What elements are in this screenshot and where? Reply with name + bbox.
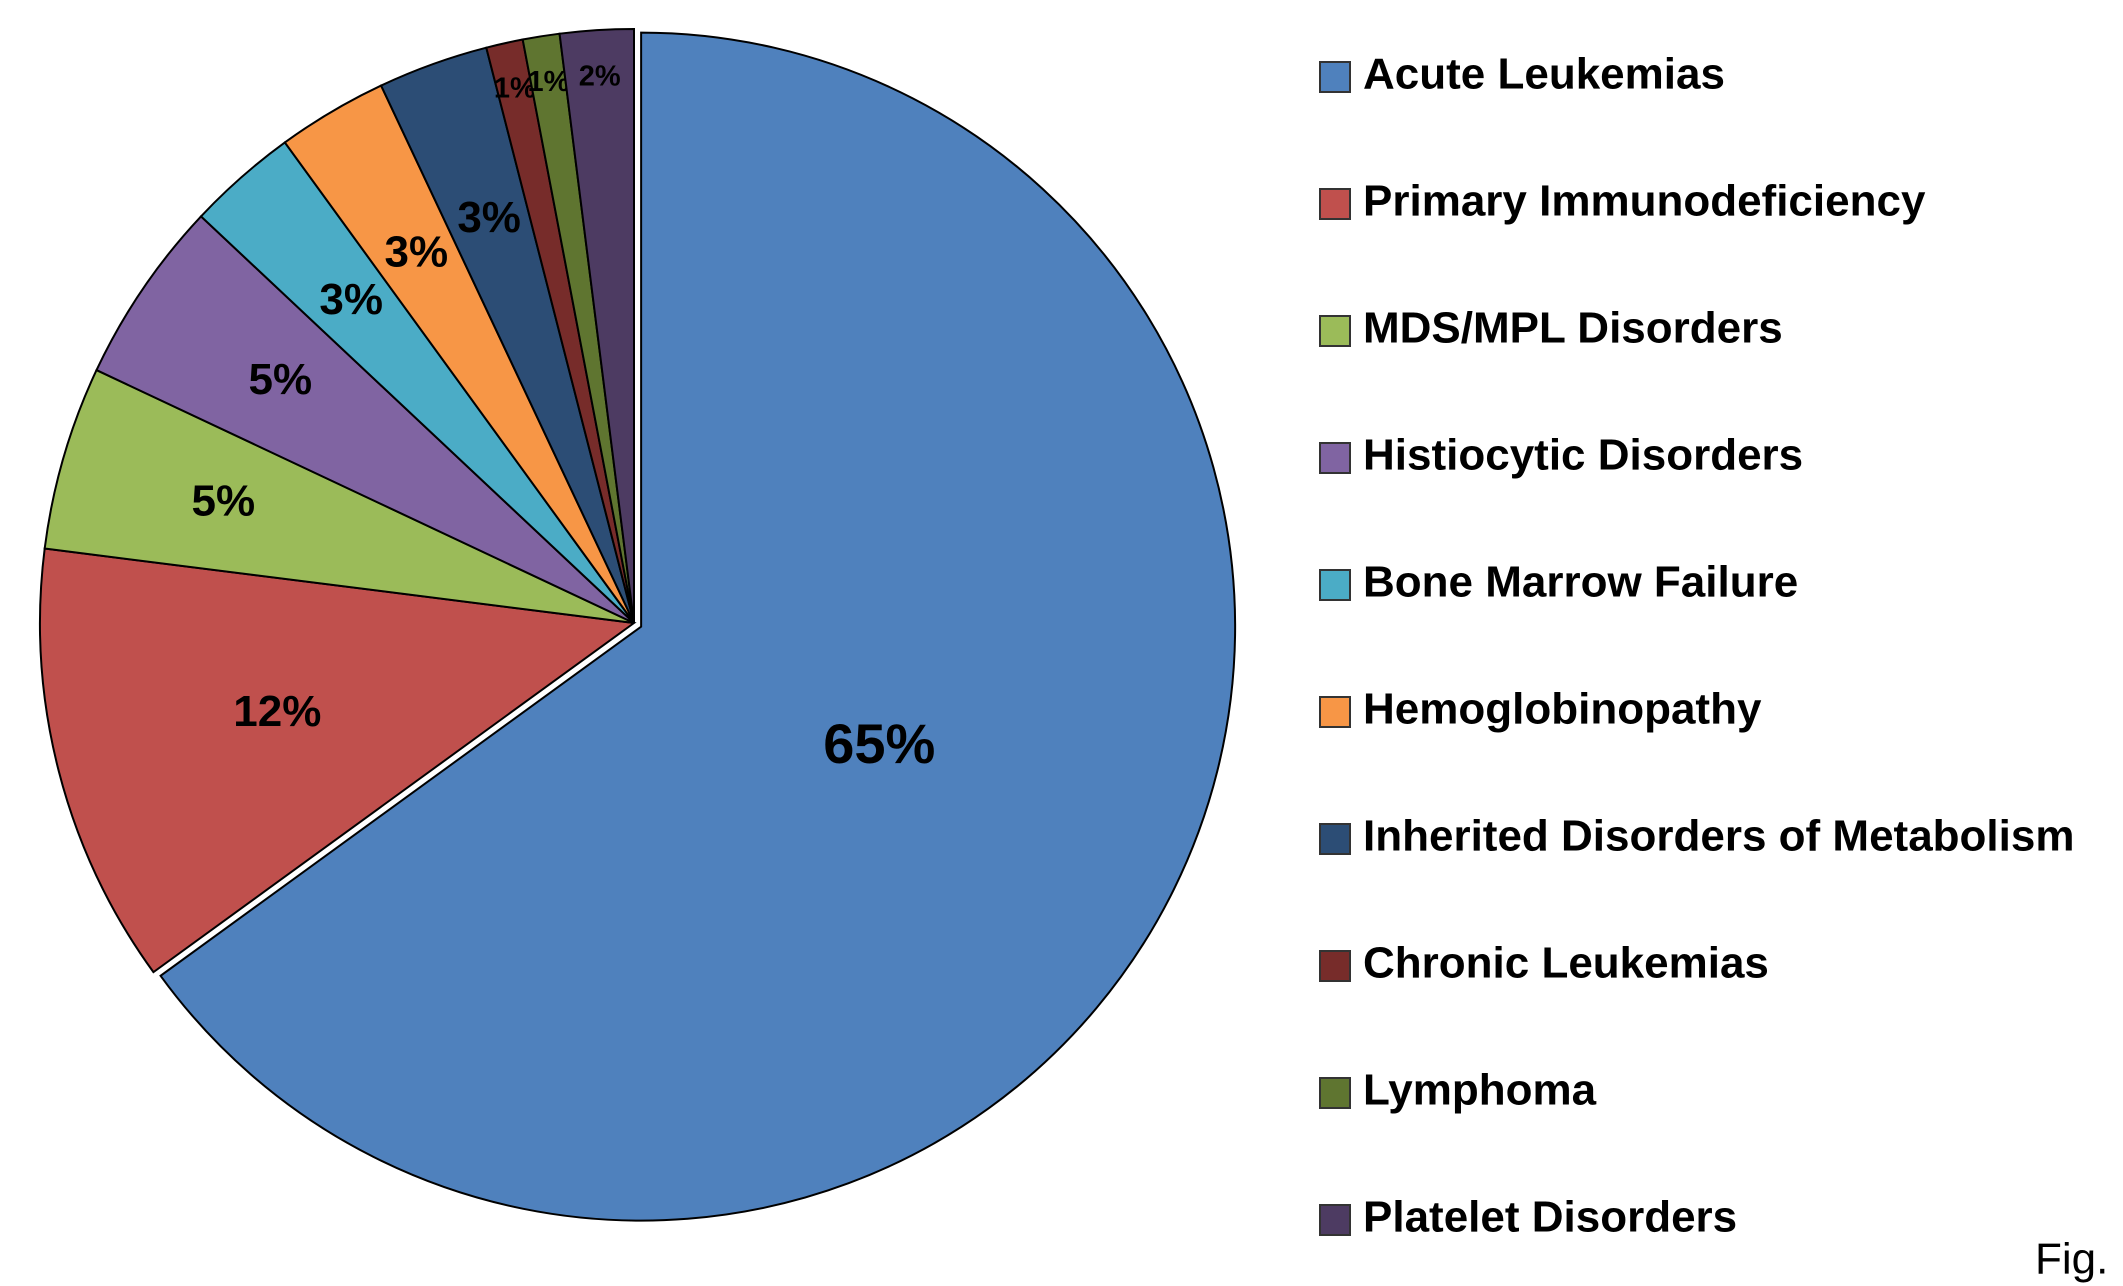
- data-label: 65%: [823, 712, 935, 775]
- pie-slice: [39, 547, 637, 974]
- legend-label: Lymphoma: [1363, 1066, 1597, 1115]
- data-label: 3%: [319, 275, 383, 324]
- annotation: Fig.: [2035, 1235, 2108, 1284]
- legend-label: Bone Marrow Failure: [1363, 558, 1798, 607]
- data-label: 12%: [233, 687, 321, 736]
- legend-label: Inherited Disorders of Metabolism: [1363, 812, 2074, 861]
- legend-swatch: [1319, 823, 1351, 855]
- data-label: 5%: [192, 476, 256, 525]
- legend-swatch: [1319, 1077, 1351, 1109]
- legend-label: Hemoglobinopathy: [1363, 685, 1762, 734]
- data-label: 1%: [494, 72, 536, 104]
- pie-slice: [43, 368, 635, 624]
- data-label: 3%: [384, 228, 448, 277]
- legend-label: MDS/MPL Disorders: [1363, 304, 1783, 353]
- legend-swatch: [1319, 442, 1351, 474]
- legend-swatch: [1319, 315, 1351, 347]
- pie-slice: [159, 31, 1237, 1222]
- data-label: 1%: [528, 66, 570, 98]
- legend-label: Platelet Disorders: [1363, 1193, 1737, 1242]
- legend-swatch: [1319, 950, 1351, 982]
- legend-label: Primary Immunodeficiency: [1363, 177, 1926, 226]
- legend-swatch: [1319, 188, 1351, 220]
- data-label: 3%: [457, 193, 521, 242]
- data-label: 5%: [248, 355, 312, 404]
- legend-label: Histiocytic Disorders: [1363, 431, 1803, 480]
- pie-slice: [558, 27, 635, 624]
- legend-label: Chronic Leukemias: [1363, 939, 1769, 988]
- legend-label: Acute Leukemias: [1363, 50, 1725, 99]
- legend-swatch: [1319, 1204, 1351, 1236]
- pie-slice: [95, 214, 635, 624]
- data-label: 2%: [579, 60, 621, 92]
- legend-swatch: [1319, 696, 1351, 728]
- legend-swatch: [1319, 61, 1351, 93]
- legend-swatch: [1319, 569, 1351, 601]
